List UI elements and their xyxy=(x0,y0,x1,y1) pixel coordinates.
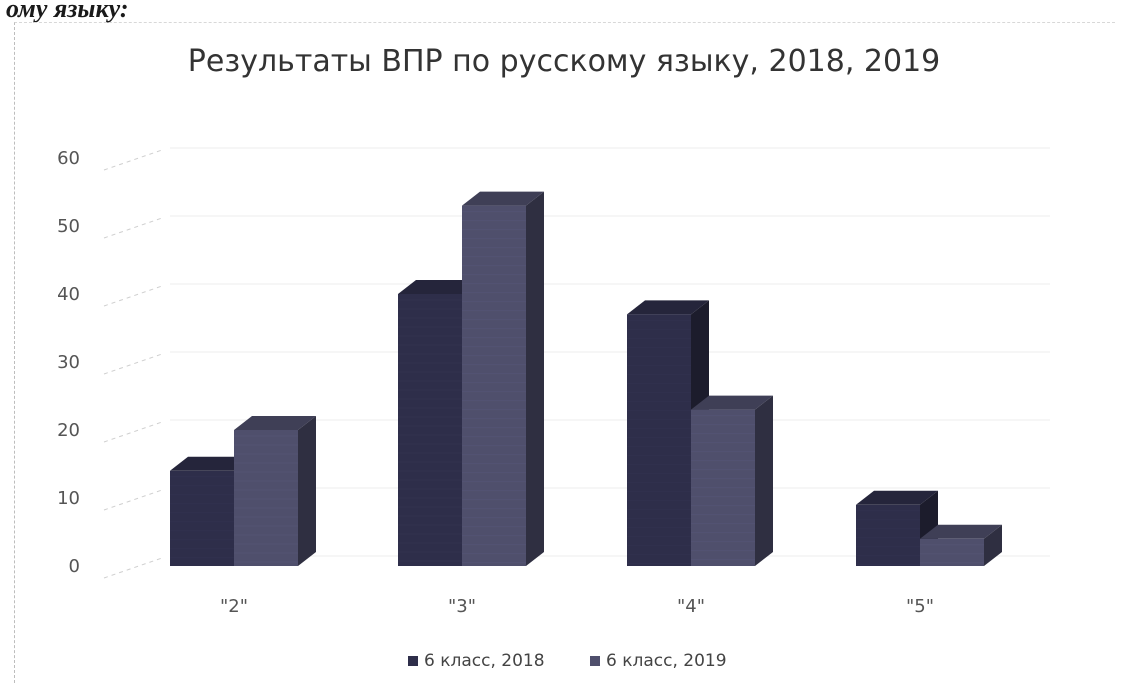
y-axis: 0 10 20 30 40 50 60 xyxy=(57,148,80,577)
y-tick-label: 0 xyxy=(69,556,80,577)
bar-side xyxy=(984,524,1002,566)
bar-front xyxy=(920,538,984,566)
y-tick-label: 40 xyxy=(57,284,80,305)
bar-top xyxy=(398,280,480,294)
bar-top xyxy=(462,191,544,206)
bar-side xyxy=(298,416,316,566)
y-tick-label: 30 xyxy=(57,352,80,373)
legend-item-2: 6 класс, 2019 xyxy=(590,651,727,671)
grid-diagonal-3 xyxy=(103,353,163,375)
grid-diagonal-0 xyxy=(103,557,163,579)
bar-side xyxy=(526,191,544,566)
bar-top xyxy=(627,300,709,315)
bar-front xyxy=(856,504,920,566)
bar-5-series-2 xyxy=(920,524,1002,566)
bar-3-series-2 xyxy=(462,191,544,566)
grid-diagonal-2 xyxy=(103,421,163,443)
bar-front xyxy=(170,470,234,566)
y-tick-label: 60 xyxy=(57,148,80,169)
bar-top xyxy=(170,456,252,471)
bar-front xyxy=(627,314,691,566)
bar-top xyxy=(234,416,316,430)
bar-front xyxy=(462,205,526,566)
y-tick-label: 50 xyxy=(57,216,80,237)
legend: 6 класс, 2018 6 класс, 2019 xyxy=(408,651,727,671)
bar-front xyxy=(691,409,755,566)
bar-top xyxy=(920,524,1002,539)
bar-front xyxy=(234,430,298,566)
bar-top xyxy=(856,490,938,505)
legend-swatch xyxy=(408,656,418,666)
gridlines xyxy=(103,147,1050,579)
x-tick-label: "4" xyxy=(677,596,705,617)
grid-diagonal-6 xyxy=(103,149,163,171)
legend-item-1: 6 класс, 2018 xyxy=(408,651,545,671)
grid-diagonal-1 xyxy=(103,489,163,511)
bar-top xyxy=(691,395,773,410)
legend-swatch xyxy=(590,656,600,666)
x-tick-label: "3" xyxy=(448,596,476,617)
grid-diagonal-5 xyxy=(103,217,163,239)
chart-frame xyxy=(14,22,1115,683)
bar-side xyxy=(755,395,773,566)
x-tick-label: "2" xyxy=(220,596,248,617)
x-axis: "2" "3" "4" "5" xyxy=(220,596,934,617)
grid-diagonal-4 xyxy=(103,285,163,307)
bar-2-series-2 xyxy=(234,416,316,566)
y-tick-label: 10 xyxy=(57,488,80,509)
bars xyxy=(170,191,1002,566)
legend-label: 6 класс, 2019 xyxy=(606,651,727,671)
y-tick-label: 20 xyxy=(57,420,80,441)
page-fragment-text: ому языку: xyxy=(6,0,129,23)
bar-4-series-2 xyxy=(691,395,773,566)
x-tick-label: "5" xyxy=(906,596,934,617)
bar-front xyxy=(398,294,462,566)
chart-title: Результаты ВПР по русскому языку, 2018, … xyxy=(187,44,941,79)
legend-label: 6 класс, 2018 xyxy=(424,651,545,671)
